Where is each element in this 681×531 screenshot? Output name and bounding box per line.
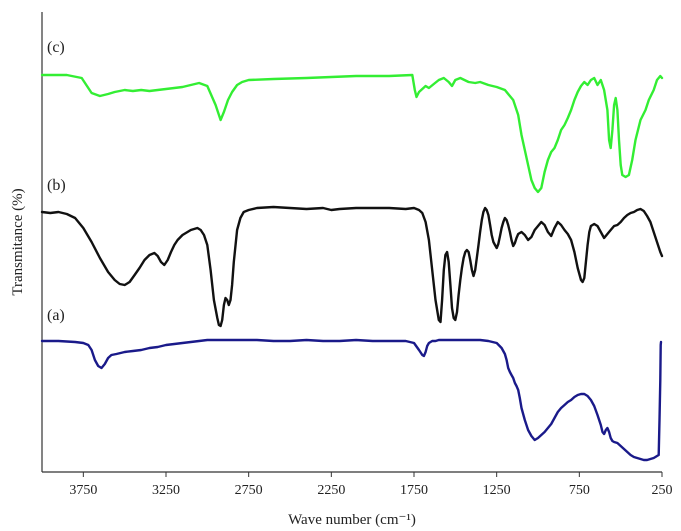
y-axis-label: Transmitance (%)	[10, 188, 26, 295]
x-tick-label: 2250	[317, 483, 345, 498]
x-tick-label: 3750	[69, 483, 97, 498]
x-ticks: 3750 3250 2750 2250 1750 1250 750 250	[69, 472, 673, 498]
x-axis-label: Wave number (cm⁻¹)	[288, 512, 416, 528]
x-tick-label: 1750	[400, 483, 428, 498]
x-tick-label: 2750	[235, 483, 263, 498]
series-label-a: (a)	[47, 307, 65, 324]
series-line-a	[40, 338, 663, 462]
x-tick-label: 3250	[152, 483, 180, 498]
series-line-c	[40, 73, 664, 194]
x-tick-label: 1250	[483, 483, 511, 498]
x-tick-label: 750	[569, 483, 590, 498]
series-labels: (c) (b) (a)	[47, 39, 66, 324]
series-group	[40, 73, 664, 462]
series-label-c: (c)	[47, 39, 65, 56]
series-line-b	[40, 205, 664, 328]
x-tick-label: 250	[652, 483, 673, 498]
axes	[41, 12, 662, 473]
series-label-b: (b)	[47, 177, 66, 194]
